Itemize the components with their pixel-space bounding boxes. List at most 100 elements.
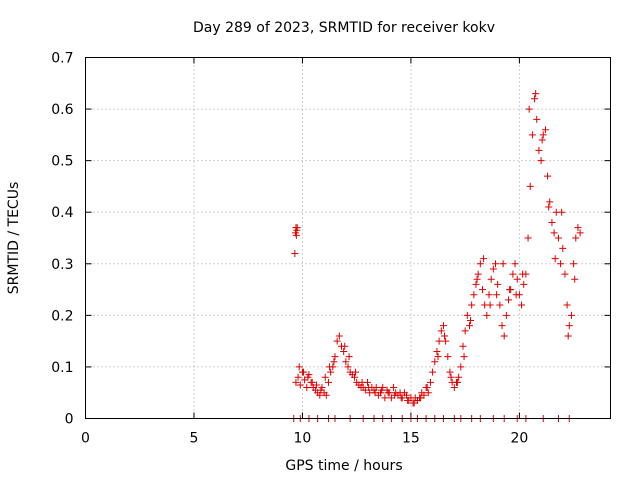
data-point	[472, 280, 480, 288]
data-point	[545, 203, 553, 211]
data-point	[439, 322, 447, 330]
data-point	[308, 378, 316, 386]
data-point	[535, 146, 543, 154]
data-point	[341, 342, 349, 350]
data-point	[331, 353, 339, 361]
data-point	[500, 332, 508, 340]
data-point	[554, 234, 562, 242]
data-point	[537, 157, 545, 165]
data-point	[557, 260, 565, 268]
x-tick-label: 10	[294, 431, 312, 447]
data-point	[313, 381, 321, 389]
data-point	[572, 234, 580, 242]
data-point	[378, 386, 386, 394]
data-point	[563, 301, 571, 309]
data-point	[384, 389, 392, 397]
data-point	[558, 208, 566, 216]
data-point	[459, 342, 467, 350]
grid-lines	[85, 57, 611, 419]
data-point	[559, 244, 567, 252]
data-point	[520, 280, 528, 288]
data-point	[479, 286, 487, 294]
data-point	[429, 368, 437, 376]
data-point	[435, 337, 443, 345]
data-point	[431, 358, 439, 366]
data-point	[506, 286, 514, 294]
data-point	[496, 301, 504, 309]
data-point	[330, 358, 338, 366]
data-point	[463, 311, 471, 319]
data-point	[437, 327, 445, 335]
data-point	[473, 275, 481, 283]
data-point	[292, 378, 300, 386]
y-axis-label: SRMTID / TECUs	[6, 182, 22, 295]
data-point	[423, 384, 431, 392]
data-point	[457, 363, 465, 371]
data-point	[446, 368, 454, 376]
data-point	[342, 358, 350, 366]
data-point	[326, 363, 334, 371]
data-point	[551, 255, 559, 263]
data-point	[532, 90, 540, 98]
data-point	[460, 353, 468, 361]
data-point	[372, 384, 380, 392]
data-point	[467, 317, 475, 325]
y-tick-label: 0.5	[51, 154, 73, 170]
data-point	[541, 126, 549, 134]
data-point	[561, 270, 569, 278]
data-point	[465, 322, 473, 330]
y-tick-label: 0.1	[51, 360, 73, 376]
data-point	[397, 394, 405, 402]
y-tick-label: 0.4	[51, 205, 73, 221]
data-point	[531, 95, 539, 103]
data-point	[533, 115, 541, 123]
data-point	[300, 368, 308, 376]
data-point	[538, 136, 546, 144]
data-point	[294, 373, 302, 381]
x-tick-label: 5	[190, 431, 199, 447]
data-point	[550, 229, 558, 237]
data-point	[546, 198, 554, 206]
data-point	[502, 311, 510, 319]
data-point	[358, 378, 366, 386]
data-point	[450, 384, 458, 392]
data-point	[333, 337, 341, 345]
data-point	[441, 332, 449, 340]
data-point	[351, 373, 359, 381]
data-point	[293, 224, 301, 232]
data-point	[485, 291, 493, 299]
data-point	[316, 391, 324, 399]
y-tick-label: 0.7	[51, 51, 73, 67]
data-point	[548, 219, 556, 227]
data-point	[519, 270, 527, 278]
data-point	[480, 255, 488, 263]
data-point	[564, 332, 572, 340]
data-point	[340, 347, 348, 355]
data-point	[444, 353, 452, 361]
data-point	[526, 182, 534, 190]
data-point	[442, 337, 450, 345]
data-point	[524, 234, 532, 242]
y-tick-label: 0.6	[51, 102, 73, 118]
data-point	[352, 368, 360, 376]
axis-ticks: 0 0.1 0.2 0.3 0.4 0.5 0.6 0.7 0 5 10 15 20	[51, 51, 611, 447]
data-point	[410, 399, 418, 407]
data-point	[539, 131, 547, 139]
x-tick-label: 20	[510, 431, 528, 447]
data-point	[390, 384, 398, 392]
data-point	[476, 260, 484, 268]
y-tick-label: 0.2	[51, 308, 73, 324]
data-point	[371, 389, 379, 397]
data-point	[511, 260, 519, 268]
data-point	[317, 386, 325, 394]
data-point	[468, 301, 476, 309]
data-point	[417, 394, 425, 402]
data-point	[512, 291, 520, 299]
data-point	[403, 391, 411, 399]
data-point	[291, 249, 299, 257]
data-point	[424, 389, 432, 397]
data-point	[434, 353, 442, 361]
data-point	[513, 275, 521, 283]
data-point	[493, 291, 501, 299]
